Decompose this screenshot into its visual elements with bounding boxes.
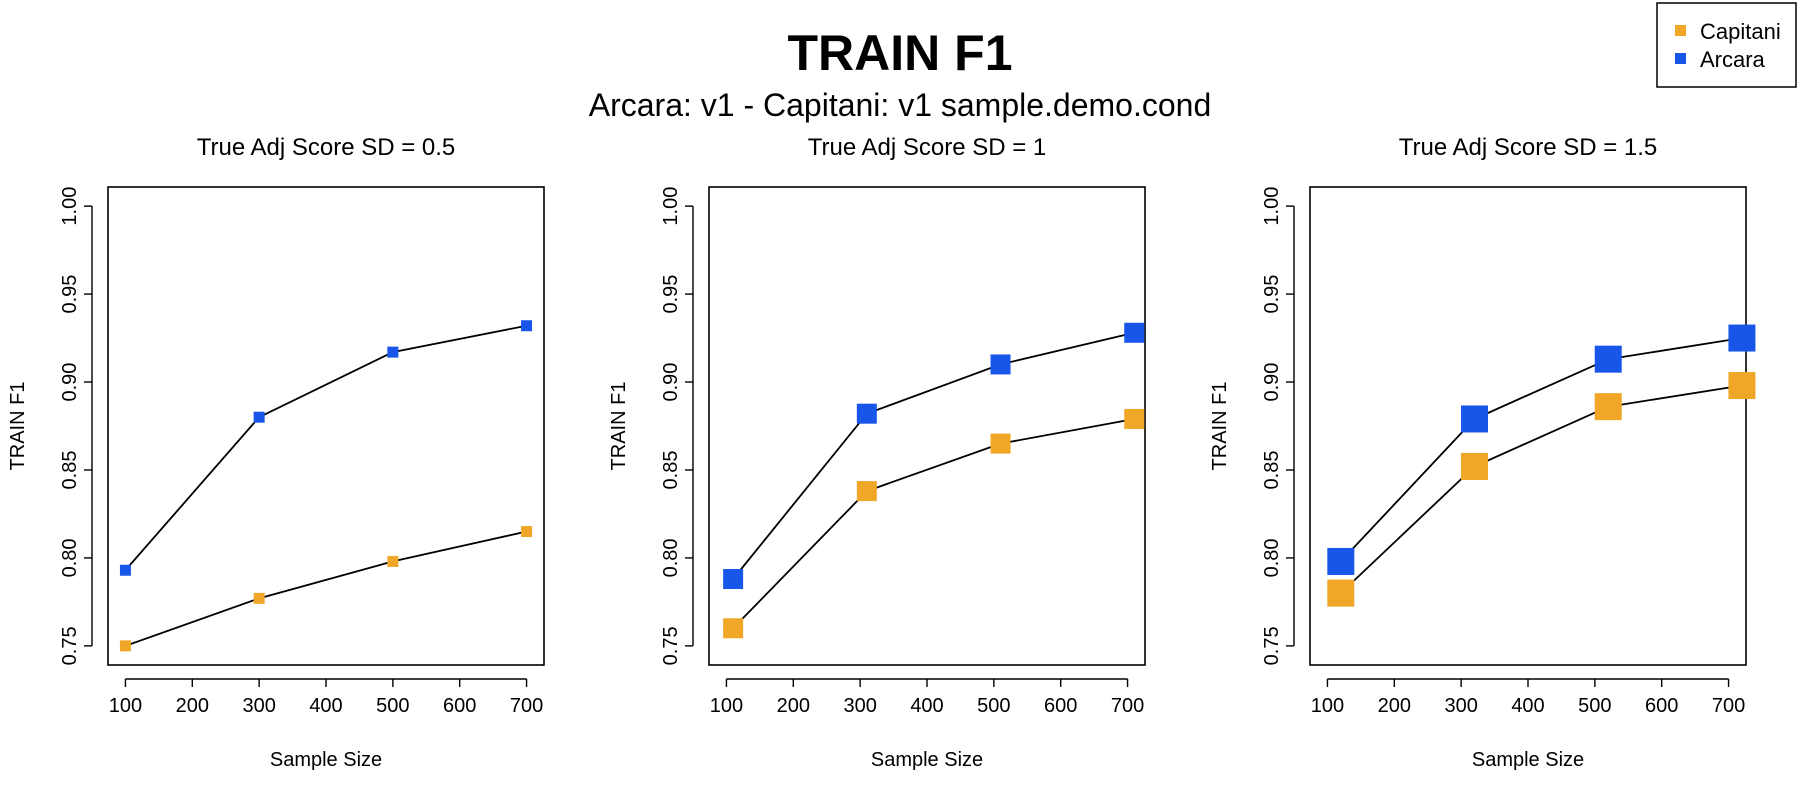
panel-title: True Adj Score SD = 1 xyxy=(808,134,1047,161)
x-tick-label: 600 xyxy=(443,695,476,717)
y-tick-label: 0.80 xyxy=(660,538,682,577)
x-tick-label: 300 xyxy=(242,695,275,717)
x-tick-label: 600 xyxy=(1645,695,1678,717)
panel-2: True Adj Score SD = 1 100 200 300 400 500 600 7… xyxy=(608,134,1146,771)
legend-label-capitani: Capitani xyxy=(1700,19,1781,44)
point-capitani xyxy=(521,526,533,538)
point-arcara xyxy=(1594,345,1622,373)
x-tick-label: 100 xyxy=(710,695,743,717)
point-arcara xyxy=(1728,324,1756,352)
series-line-capitani xyxy=(1340,384,1743,594)
point-capitani xyxy=(1124,408,1145,429)
y-tick-label: 0.95 xyxy=(1261,275,1283,314)
y-tick-label: 0.80 xyxy=(1261,538,1283,577)
plot-frame xyxy=(107,186,545,666)
point-arcara xyxy=(723,569,744,590)
x-axis-label: Sample Size xyxy=(871,749,983,771)
x-tick-label: 200 xyxy=(176,695,209,717)
x-axis-label: Sample Size xyxy=(1472,749,1584,771)
y-tick-label: 0.75 xyxy=(59,626,81,665)
figure-title: TRAIN F1 xyxy=(788,25,1013,81)
x-tick-label: 600 xyxy=(1044,695,1077,717)
y-tick-label: 0.90 xyxy=(59,363,81,402)
x-tick-label: 400 xyxy=(309,695,342,717)
y-tick-label: 0.90 xyxy=(660,363,682,402)
x-tick-label: 700 xyxy=(1111,695,1144,717)
x-tick-label: 500 xyxy=(1578,695,1611,717)
y-axis-label: TRAIN F1 xyxy=(7,382,29,471)
point-arcara xyxy=(856,403,877,424)
point-arcara xyxy=(1327,547,1355,575)
point-arcara xyxy=(1461,405,1489,433)
point-capitani xyxy=(1728,372,1756,400)
point-capitani xyxy=(1327,579,1355,607)
point-arcara xyxy=(387,346,399,358)
figure-subtitle: Arcara: v1 - Capitani: v1 sample.demo.co… xyxy=(589,87,1212,123)
point-capitani xyxy=(856,481,877,502)
x-tick-label: 100 xyxy=(1311,695,1344,717)
y-tick-label: 1.00 xyxy=(660,187,682,226)
plot-frame xyxy=(708,186,1146,666)
y-tick-label: 0.95 xyxy=(59,275,81,314)
y-tick-label: 0.85 xyxy=(59,451,81,490)
y-tick-label: 0.80 xyxy=(59,538,81,577)
point-capitani xyxy=(723,618,744,639)
panel-3: True Adj Score SD = 1.5 100 200 300 400 500 60… xyxy=(1209,134,1756,771)
legend: Capitani Arcara xyxy=(1656,2,1797,88)
point-capitani xyxy=(387,555,399,567)
y-tick-label: 0.75 xyxy=(660,626,682,665)
y-axis-label: TRAIN F1 xyxy=(608,382,630,471)
y-tick-label: 0.85 xyxy=(1261,451,1283,490)
legend-box xyxy=(1656,2,1797,88)
series-line-arcara xyxy=(1340,337,1743,563)
x-tick-label: 700 xyxy=(1712,695,1745,717)
panel-1: True Adj Score SD = 0.5 100 200 300 400 500 60… xyxy=(7,134,545,771)
y-tick-label: 0.90 xyxy=(1261,363,1283,402)
point-capitani xyxy=(253,592,265,604)
x-tick-label: 100 xyxy=(109,695,142,717)
series-line-capitani xyxy=(732,418,1135,629)
y-tick-label: 1.00 xyxy=(59,187,81,226)
legend-swatch-capitani xyxy=(1675,25,1686,36)
panel-title: True Adj Score SD = 1.5 xyxy=(1399,134,1658,161)
y-tick-label: 0.85 xyxy=(660,451,682,490)
panel-title: True Adj Score SD = 0.5 xyxy=(197,134,456,161)
x-tick-label: 200 xyxy=(777,695,810,717)
x-tick-label: 200 xyxy=(1378,695,1411,717)
point-arcara xyxy=(253,411,265,423)
legend-label-arcara: Arcara xyxy=(1700,47,1766,72)
plot-frame xyxy=(1309,186,1747,666)
panels: True Adj Score SD = 0.5 100 200 300 400 500 60… xyxy=(7,134,1756,771)
x-tick-label: 500 xyxy=(376,695,409,717)
x-tick-label: 700 xyxy=(510,695,543,717)
x-axis-label: Sample Size xyxy=(270,749,382,771)
x-tick-label: 300 xyxy=(843,695,876,717)
point-capitani xyxy=(1594,393,1622,421)
point-arcara xyxy=(521,320,533,332)
x-tick-label: 300 xyxy=(1444,695,1477,717)
series-line-capitani xyxy=(125,530,527,647)
point-arcara xyxy=(1124,322,1145,343)
x-tick-label: 400 xyxy=(1511,695,1544,717)
y-axis-label: TRAIN F1 xyxy=(1209,382,1231,471)
point-arcara xyxy=(990,354,1011,375)
point-capitani xyxy=(1461,452,1489,480)
x-tick-label: 500 xyxy=(977,695,1010,717)
y-tick-label: 0.95 xyxy=(660,275,682,314)
point-capitani xyxy=(990,433,1011,454)
legend-swatch-arcara xyxy=(1675,53,1686,64)
y-tick-label: 1.00 xyxy=(1261,187,1283,226)
point-capitani xyxy=(119,640,131,652)
series-line-arcara xyxy=(124,324,527,571)
point-arcara xyxy=(119,564,131,576)
x-tick-label: 400 xyxy=(910,695,943,717)
series-line-arcara xyxy=(732,331,1135,580)
y-tick-label: 0.75 xyxy=(1261,626,1283,665)
